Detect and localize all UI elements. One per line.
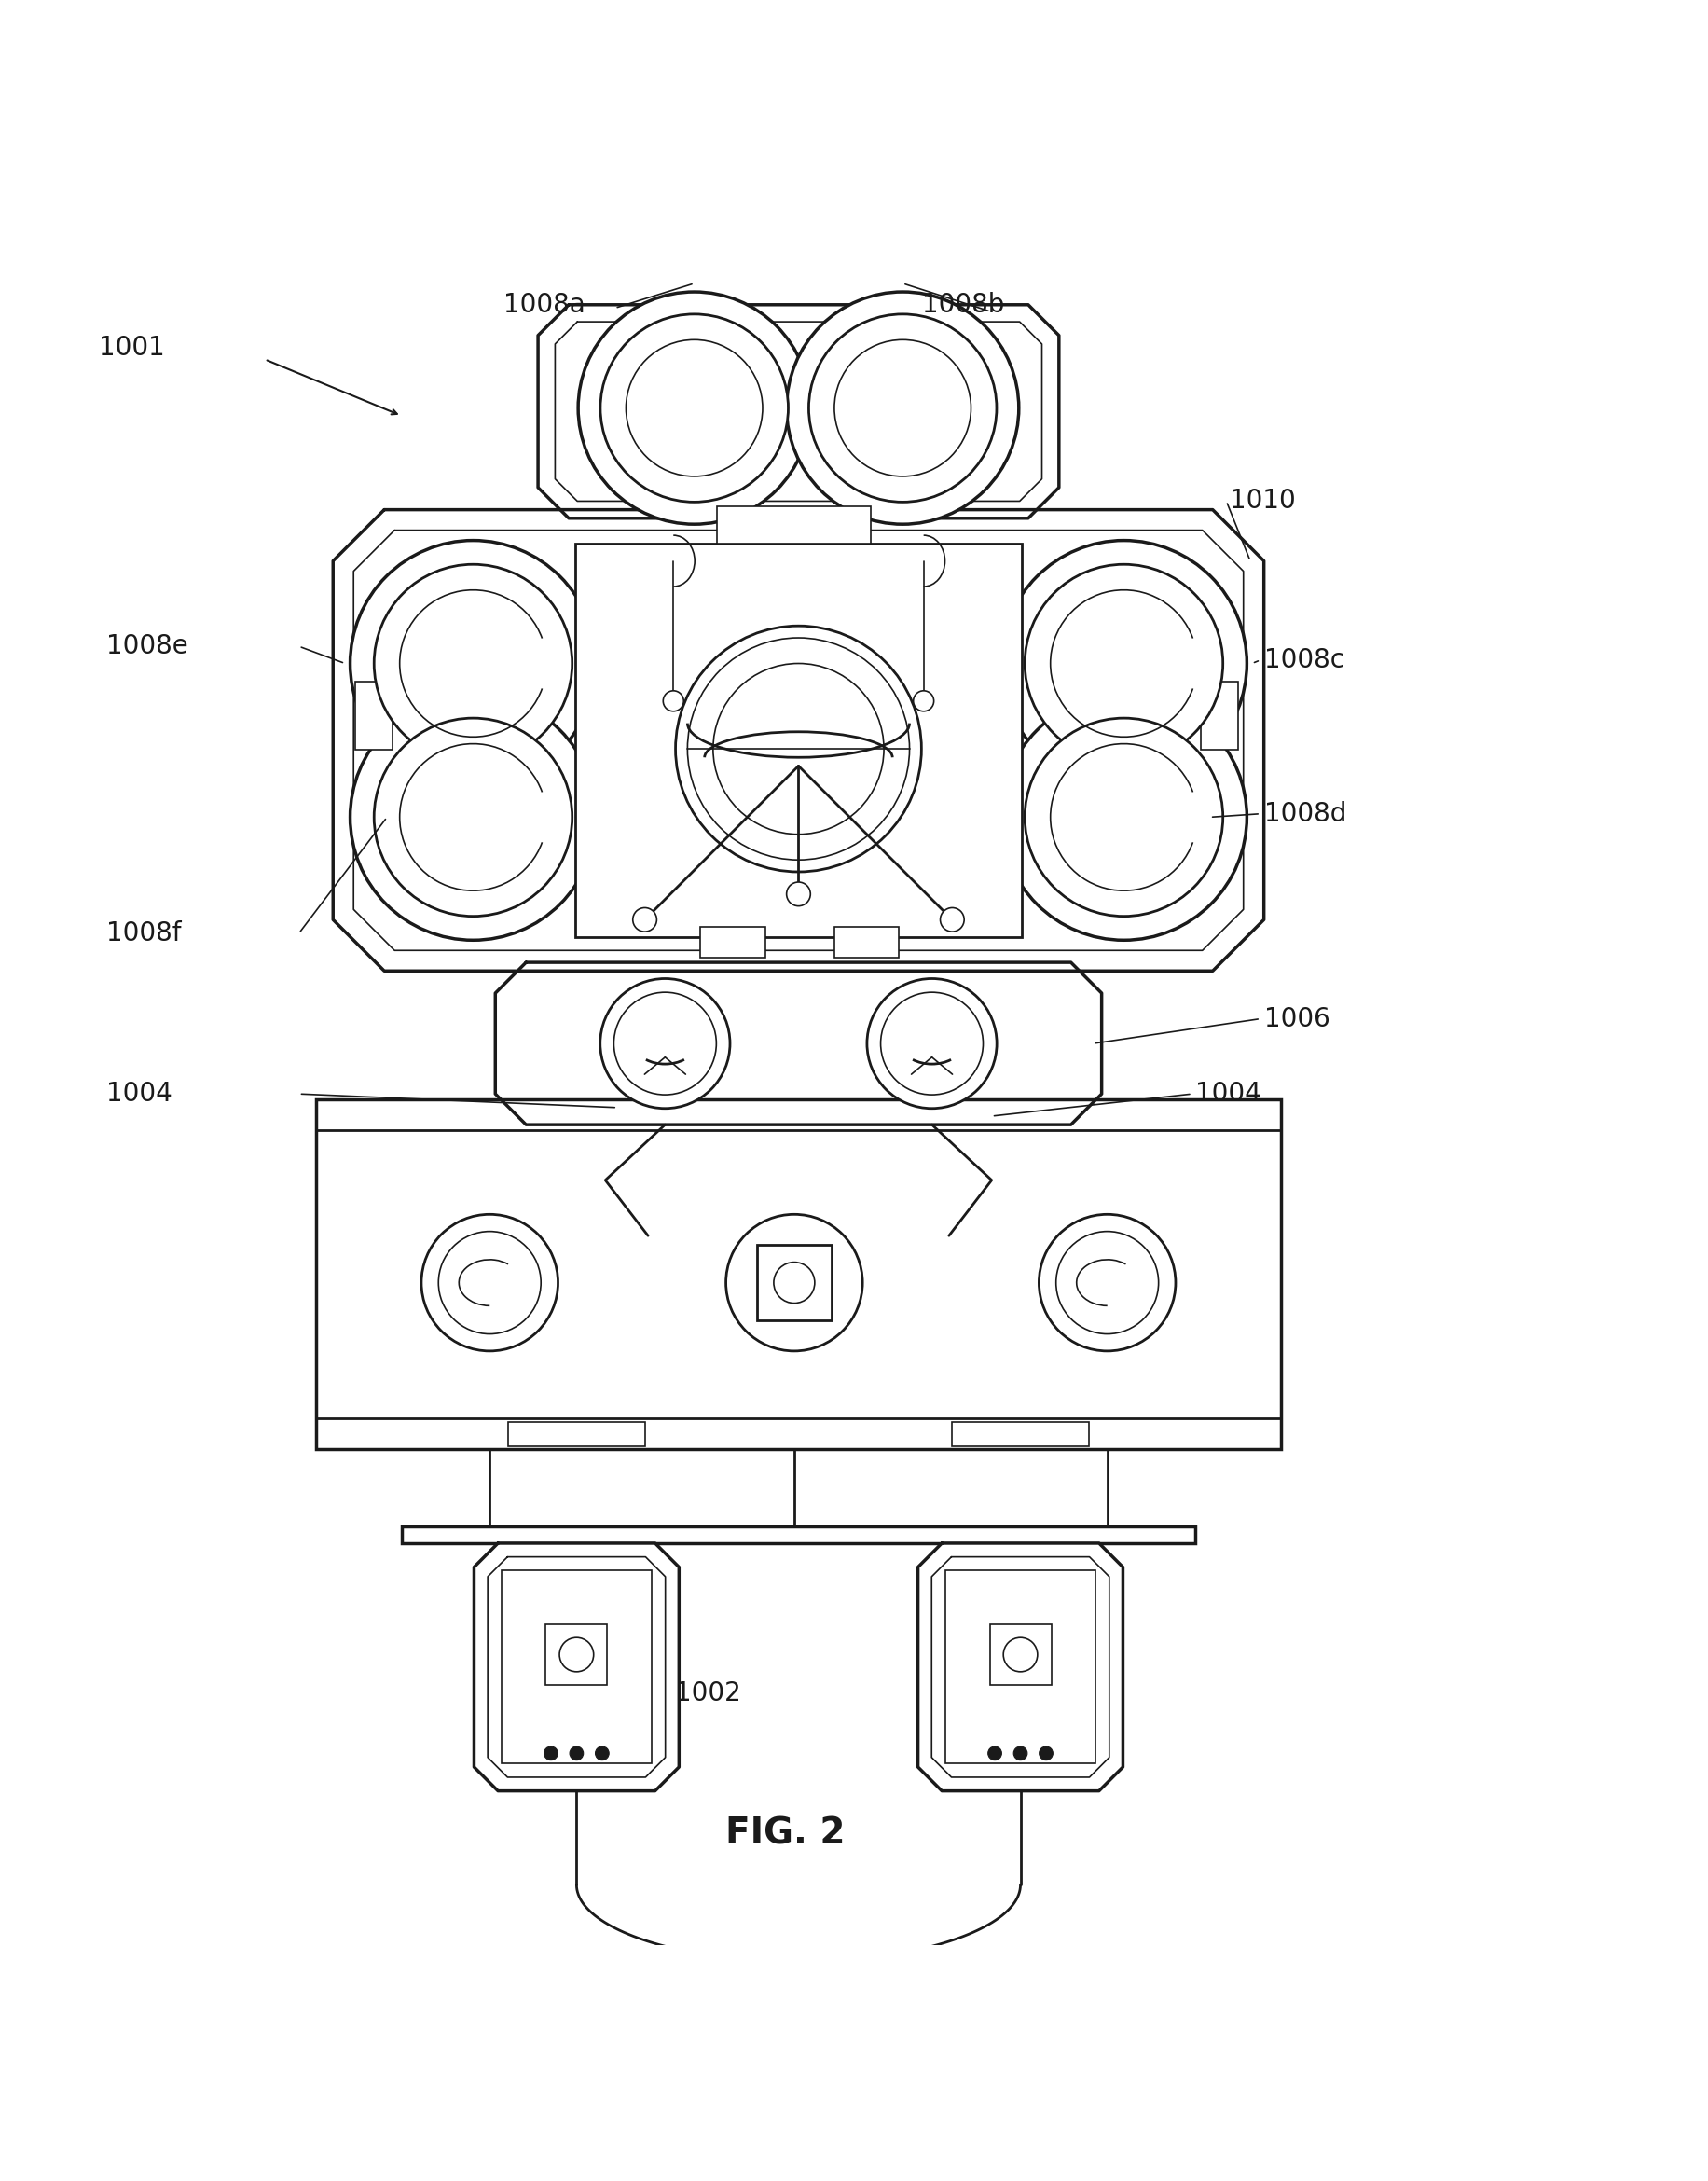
Circle shape [774, 1263, 815, 1304]
Polygon shape [555, 323, 1042, 502]
Circle shape [374, 718, 572, 916]
Circle shape [560, 1638, 594, 1671]
Circle shape [810, 314, 996, 502]
Polygon shape [333, 510, 1264, 971]
Circle shape [577, 292, 810, 523]
Bar [355, 680, 393, 750]
Text: 1001: 1001 [99, 334, 166, 360]
Circle shape [1025, 718, 1223, 916]
Text: 1008b: 1008b [922, 292, 1004, 318]
Polygon shape [931, 1557, 1108, 1778]
Circle shape [422, 1215, 559, 1350]
Text: 1008d: 1008d [1264, 800, 1346, 827]
Circle shape [676, 626, 922, 872]
Circle shape [350, 694, 596, 940]
Bar [834, 927, 898, 957]
Circle shape [545, 1747, 559, 1760]
Circle shape [786, 292, 1018, 523]
Text: 1004: 1004 [106, 1082, 173, 1108]
Circle shape [1001, 541, 1247, 787]
Circle shape [1025, 565, 1223, 763]
Text: 1010: 1010 [1230, 489, 1296, 515]
Circle shape [350, 541, 596, 787]
Bar [502, 1570, 652, 1764]
Bar [401, 1527, 1196, 1544]
Text: 1008a: 1008a [504, 292, 586, 318]
Circle shape [600, 979, 729, 1108]
Circle shape [1038, 1215, 1175, 1350]
Bar [945, 1570, 1095, 1764]
Text: 1002: 1002 [675, 1679, 741, 1706]
Bar [509, 1422, 646, 1446]
Polygon shape [538, 305, 1059, 519]
Bar [316, 1099, 1281, 1448]
Polygon shape [917, 1544, 1122, 1791]
Circle shape [786, 881, 811, 905]
Bar [547, 1625, 608, 1686]
Bar [989, 1625, 1050, 1686]
Text: 1008f: 1008f [106, 920, 181, 947]
Circle shape [596, 1747, 610, 1760]
Bar [700, 927, 765, 957]
Circle shape [726, 1215, 863, 1350]
Circle shape [1003, 1638, 1037, 1671]
Circle shape [1038, 1747, 1052, 1760]
Text: FIG. 2: FIG. 2 [726, 1817, 845, 1852]
Polygon shape [488, 1557, 666, 1778]
Polygon shape [354, 530, 1243, 951]
Polygon shape [495, 962, 1102, 1125]
Circle shape [1001, 694, 1247, 940]
Bar [951, 1422, 1088, 1446]
Circle shape [1013, 1747, 1027, 1760]
Circle shape [987, 1747, 1001, 1760]
Circle shape [634, 907, 658, 931]
Text: 1008e: 1008e [106, 632, 188, 659]
Circle shape [570, 1747, 584, 1760]
Bar [576, 543, 1021, 938]
Bar [757, 1245, 832, 1320]
Circle shape [601, 314, 787, 502]
Polygon shape [475, 1544, 680, 1791]
Circle shape [374, 565, 572, 763]
Circle shape [939, 907, 963, 931]
Circle shape [868, 979, 997, 1108]
Bar [1201, 680, 1238, 750]
Circle shape [914, 691, 934, 711]
Text: 1006: 1006 [1264, 1005, 1331, 1032]
Text: 1008c: 1008c [1264, 648, 1344, 674]
Bar [717, 506, 871, 543]
Circle shape [663, 691, 683, 711]
Text: 1004: 1004 [1196, 1082, 1262, 1108]
